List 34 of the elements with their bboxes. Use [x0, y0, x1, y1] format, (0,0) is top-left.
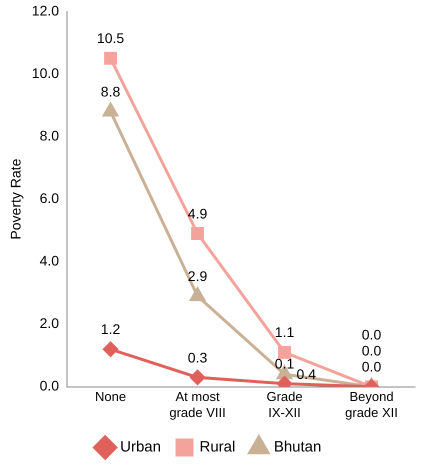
y-tick-label: 10.0	[32, 64, 60, 81]
data-label: 0.1	[274, 356, 294, 372]
y-tick-label: 2.0	[40, 315, 60, 332]
y-tick-label: 6.0	[40, 190, 60, 206]
x-tick-label: Beyond grade XII	[345, 389, 398, 420]
legend-label: Bhutan	[274, 438, 322, 456]
point	[104, 52, 117, 65]
data-label: 1.2	[100, 321, 120, 338]
data-label: 0.3	[188, 349, 208, 366]
x-tick-label: Grade IX-XII	[266, 389, 303, 420]
y-tick-label: 4.0	[40, 252, 60, 269]
data-label: 0.0	[362, 358, 382, 375]
data-label: 10.5	[96, 30, 124, 46]
y-tick-label: 12.0	[32, 2, 60, 18]
data-label: 4.9	[188, 205, 208, 222]
point	[103, 342, 118, 357]
legend-label: Urban	[120, 438, 161, 456]
point	[191, 227, 204, 240]
data-label: 1.1	[274, 324, 294, 340]
y-axis-title: Poverty Rate	[7, 158, 24, 240]
x-tick-label: At most grade VIII	[169, 389, 226, 420]
data-label: 0.4	[296, 366, 316, 382]
y-tick-label: 0.0	[40, 378, 60, 394]
point	[190, 288, 206, 302]
data-label: 0.0	[362, 326, 382, 343]
data-label: 8.8	[100, 83, 120, 100]
data-label: 2.9	[188, 268, 208, 284]
point	[278, 346, 291, 359]
data-label: 0.0	[362, 342, 382, 359]
y-tick-label: 8.0	[40, 127, 60, 144]
legend-label: Rural	[199, 438, 236, 456]
point	[102, 103, 118, 117]
point	[190, 370, 206, 385]
x-tick-label: None	[95, 389, 126, 404]
